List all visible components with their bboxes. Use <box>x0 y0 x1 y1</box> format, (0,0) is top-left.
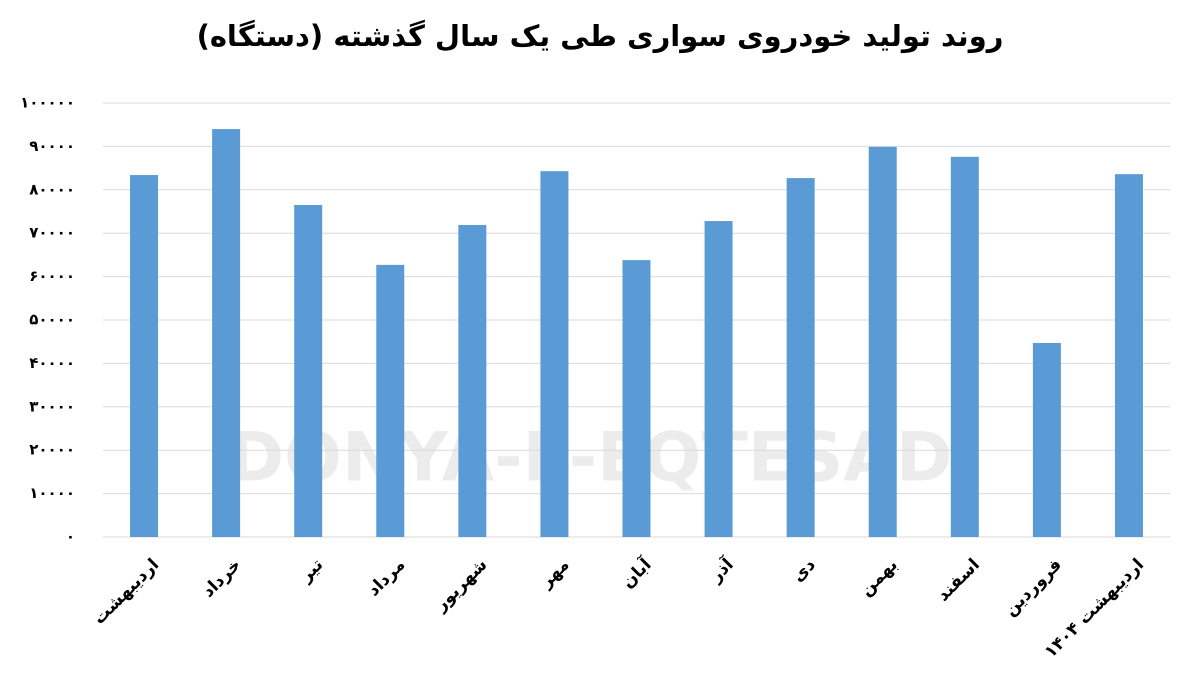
bar <box>376 264 405 537</box>
bar <box>868 146 897 538</box>
x-tick-label: آذر <box>704 553 738 587</box>
x-tick-label: فروردین <box>1001 555 1066 620</box>
y-tick-label: ۱۰۰۰۰۰ <box>20 94 75 112</box>
x-tick-label: آبان <box>617 553 657 593</box>
y-tick-label: ۲۰۰۰۰ <box>29 441 75 459</box>
watermark: DONYA-E-EQTESAD <box>228 419 953 498</box>
x-tick-label: اردیبهشت <box>89 555 163 629</box>
y-tick-label: ۱۰۰۰۰ <box>29 484 75 502</box>
y-tick-label: ۵۰۰۰۰ <box>29 311 75 329</box>
y-tick-label: ۳۰۰۰۰ <box>29 397 75 415</box>
x-tick-label: مهر <box>536 555 574 593</box>
y-tick-label: ۰ <box>66 528 75 546</box>
bar <box>540 171 569 537</box>
bar <box>130 175 159 537</box>
bar <box>458 224 487 538</box>
bar <box>1114 174 1143 537</box>
x-tick-label: دی <box>788 555 820 587</box>
bar <box>1032 343 1061 537</box>
bar <box>622 260 651 537</box>
bar <box>786 178 815 537</box>
x-tick-label: اسفند <box>933 555 984 606</box>
y-tick-label: ۷۰۰۰۰ <box>29 224 75 242</box>
chart-title: روند تولید خودروی سواری طی یک سال گذشته … <box>197 19 1004 53</box>
y-tick-label: ۶۰۰۰۰ <box>29 267 75 285</box>
bar <box>294 204 323 538</box>
x-tick-label: بهمن <box>856 555 901 600</box>
y-tick-label: ۸۰۰۰۰ <box>29 180 75 198</box>
x-tick-label: خرداد <box>198 555 245 602</box>
bar <box>212 129 241 538</box>
x-tick-label: مرداد <box>364 555 410 601</box>
bar <box>950 156 979 538</box>
x-tick-label: شهریور <box>430 555 491 616</box>
y-tick-label: ۴۰۰۰۰ <box>29 354 75 372</box>
x-tick-label: تیر <box>296 555 328 587</box>
bar <box>704 221 733 537</box>
y-tick-label: ۹۰۰۰۰ <box>29 137 75 155</box>
